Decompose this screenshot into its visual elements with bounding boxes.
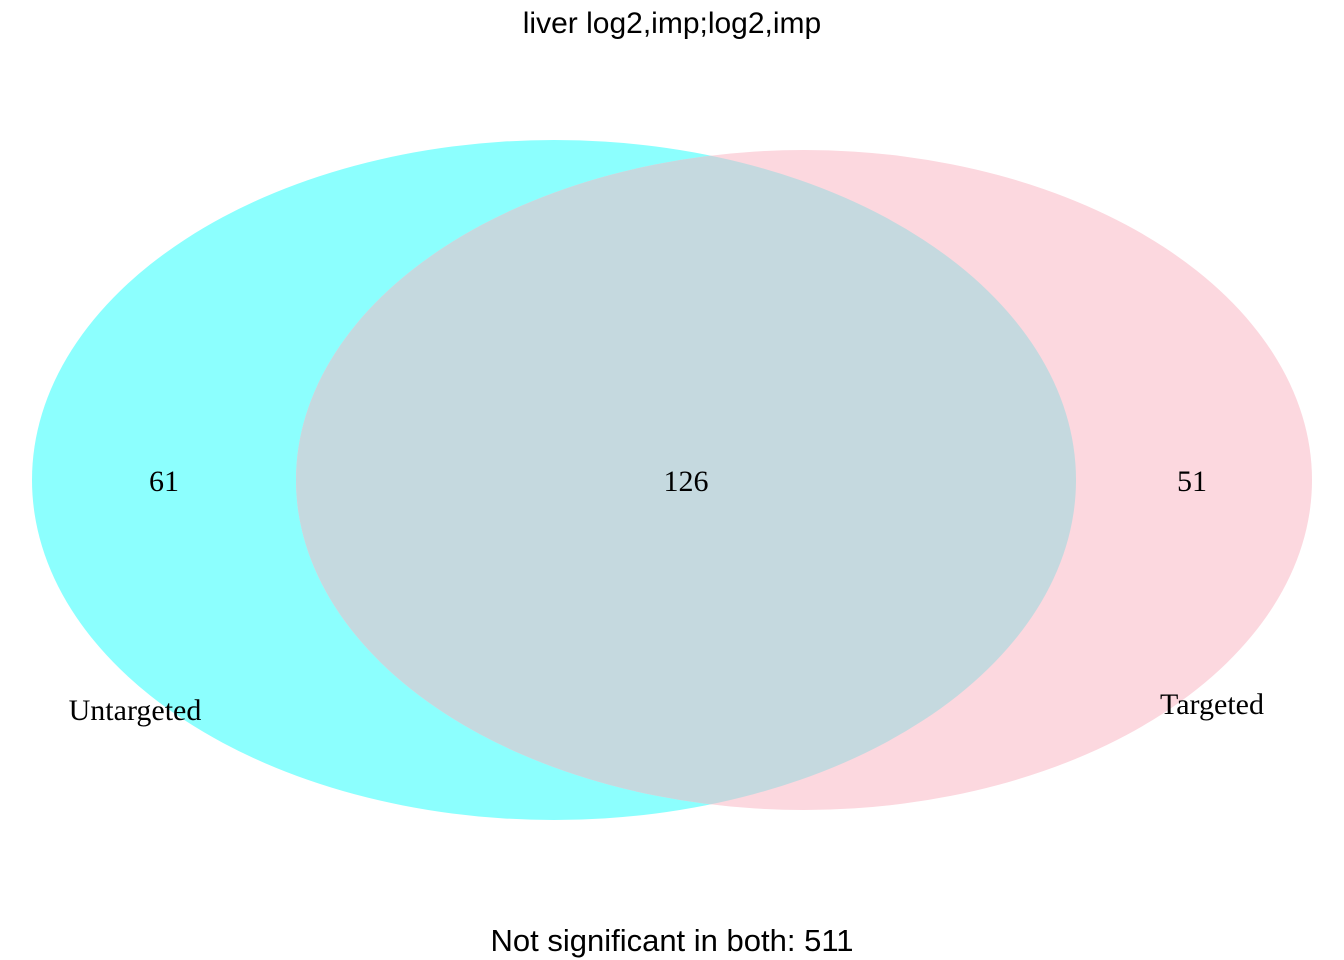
- overlap-count: 126: [664, 465, 709, 498]
- targeted-only-count: 51: [1177, 465, 1207, 498]
- chart-title: liver log2,imp;log2,imp: [523, 7, 821, 40]
- untargeted-only-count: 61: [149, 465, 179, 498]
- targeted-set-label: Targeted: [1160, 688, 1264, 721]
- not-significant-footer: Not significant in both: 511: [490, 923, 853, 958]
- untargeted-set-label: Untargeted: [69, 694, 202, 727]
